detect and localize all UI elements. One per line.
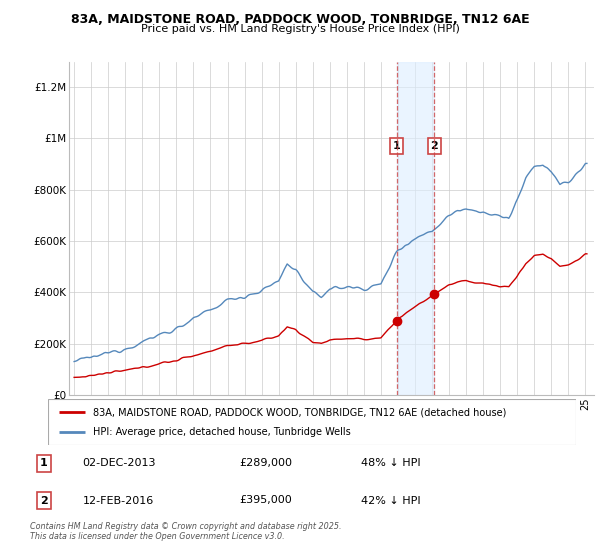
Text: HPI: Average price, detached house, Tunbridge Wells: HPI: Average price, detached house, Tunb…	[93, 427, 350, 437]
Text: 12-FEB-2016: 12-FEB-2016	[82, 496, 154, 506]
Text: 02-DEC-2013: 02-DEC-2013	[82, 459, 156, 468]
Text: Price paid vs. HM Land Registry's House Price Index (HPI): Price paid vs. HM Land Registry's House …	[140, 24, 460, 34]
Text: 83A, MAIDSTONE ROAD, PADDOCK WOOD, TONBRIDGE, TN12 6AE: 83A, MAIDSTONE ROAD, PADDOCK WOOD, TONBR…	[71, 13, 529, 26]
Text: Contains HM Land Registry data © Crown copyright and database right 2025.
This d: Contains HM Land Registry data © Crown c…	[30, 522, 341, 542]
Text: 2: 2	[430, 141, 438, 151]
Text: £289,000: £289,000	[240, 459, 293, 468]
Text: £395,000: £395,000	[240, 496, 293, 506]
Text: 42% ↓ HPI: 42% ↓ HPI	[361, 496, 421, 506]
Text: 48% ↓ HPI: 48% ↓ HPI	[361, 459, 421, 468]
Text: 2: 2	[40, 496, 47, 506]
Bar	[397, 62, 434, 395]
Text: 1: 1	[40, 459, 47, 468]
Text: 83A, MAIDSTONE ROAD, PADDOCK WOOD, TONBRIDGE, TN12 6AE (detached house): 83A, MAIDSTONE ROAD, PADDOCK WOOD, TONBR…	[93, 407, 506, 417]
Text: 1: 1	[392, 141, 400, 151]
